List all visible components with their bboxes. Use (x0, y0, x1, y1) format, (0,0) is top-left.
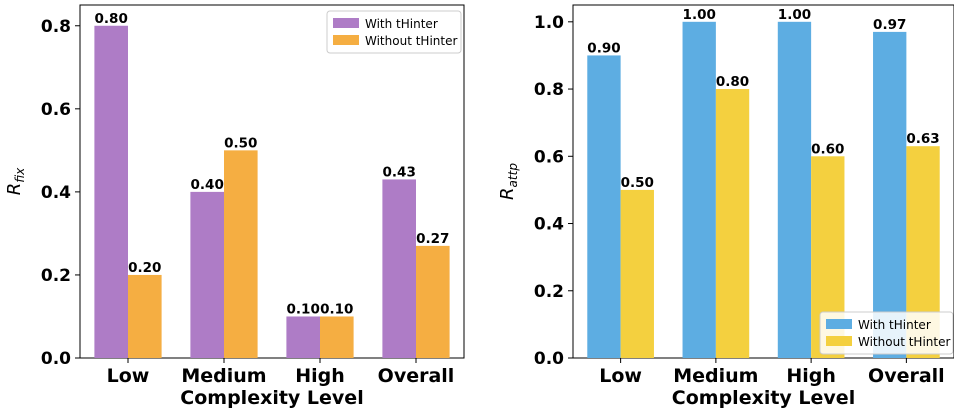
x-tick-label: Low (599, 365, 642, 387)
axes-frame (79, 4, 465, 359)
bar-value-label: 1.00 (683, 7, 716, 23)
legend-swatch (826, 319, 852, 329)
bar-medium-series-2 (224, 150, 258, 358)
legend-swatch (333, 35, 359, 45)
x-axis-title: Complexity Level (672, 387, 855, 409)
y-tick-label: 0.2 (534, 282, 564, 302)
y-tick-label: 0.4 (534, 215, 564, 235)
bar-overall-series-2 (416, 245, 450, 358)
bar-value-label: 0.10 (320, 301, 353, 317)
bar-overall-series-1 (873, 31, 907, 359)
bar-value-label: 0.10 (287, 301, 320, 317)
bar-value-label: 0.50 (621, 175, 654, 191)
y-axis-title-subscript: fix (13, 167, 27, 183)
bar-value-label: 0.50 (224, 135, 257, 151)
bar-value-label: 0.63 (906, 131, 939, 147)
bar-low-series-1 (587, 55, 621, 359)
bar-value-label: 0.40 (191, 177, 224, 193)
y-tick-label: 0.2 (41, 266, 71, 286)
chart-panel-1: 0.0 0.2 0.4 0.6 0.8 0.80 0.40 0.10 0.43 0.20 0.50 0… (4, 4, 465, 409)
bar-high-series-1 (286, 316, 320, 358)
bar-low-series-2 (128, 274, 162, 358)
bar-value-label: 0.43 (383, 164, 416, 180)
x-tick-label: Medium (181, 365, 266, 387)
y-axis-title-main: R (497, 187, 518, 200)
bar-medium-series-1 (682, 21, 716, 359)
y-tick-label: 0.8 (534, 80, 564, 100)
legend-swatch (826, 336, 852, 346)
bar-value-label: 1.00 (778, 7, 811, 23)
bar-high-series-2 (320, 316, 354, 358)
x-axis-title: Complexity Level (180, 387, 363, 409)
bar-medium-series-1 (190, 191, 224, 358)
y-tick-label: 0.6 (534, 147, 564, 167)
x-tick-label: High (295, 365, 345, 387)
y-axis-title-subscript: attp (506, 163, 520, 188)
x-tick-label: Overall (378, 365, 455, 387)
bar-value-label: 0.80 (95, 11, 128, 27)
bar-value-label: 0.97 (873, 17, 906, 33)
y-axis-title: Rfix (4, 167, 27, 195)
legend-swatch (333, 18, 359, 28)
chart-panel-2: 0.0 0.2 0.4 0.6 0.8 1.0 0.90 1.00 1.00 0.97 0.50 0.… (497, 4, 954, 409)
y-tick-label: 0.0 (41, 349, 71, 369)
axes-frame (572, 4, 954, 359)
legend-label: With tHinter (858, 318, 931, 332)
bar-low-series-1 (94, 25, 128, 358)
bar-overall-series-1 (382, 179, 416, 358)
y-tick-label: 0.8 (41, 17, 71, 37)
y-tick-label: 0.4 (41, 183, 71, 203)
x-tick-label: Low (107, 365, 150, 387)
x-tick-label: High (786, 365, 836, 387)
bar-high-series-1 (777, 21, 812, 359)
x-tick-label: Medium (673, 365, 758, 387)
y-tick-label: 0.6 (41, 100, 71, 120)
y-tick-label: 1.0 (534, 13, 564, 33)
legend-label: Without tHinter (858, 335, 950, 349)
legend-frame (819, 311, 954, 355)
x-tick-label: Overall (868, 365, 945, 387)
bar-low-series-2 (620, 189, 654, 358)
legend-label: With tHinter (365, 17, 438, 31)
bar-medium-series-2 (715, 89, 750, 359)
bar-value-label: 0.80 (716, 74, 749, 90)
legend-label: Without tHinter (365, 34, 457, 48)
y-tick-label: 0.0 (534, 349, 564, 369)
legend: With tHinter Without tHinter (326, 10, 462, 54)
y-axis-title: Rattp (497, 163, 520, 200)
bar-value-label: 0.60 (811, 141, 844, 157)
bar-value-label: 0.27 (416, 231, 449, 247)
y-axis-title-main: R (4, 183, 25, 196)
bar-value-label: 0.90 (587, 40, 620, 56)
bar-value-label: 0.20 (128, 260, 161, 276)
legend: With tHinter Without tHinter (819, 311, 954, 355)
legend-frame (326, 10, 462, 54)
